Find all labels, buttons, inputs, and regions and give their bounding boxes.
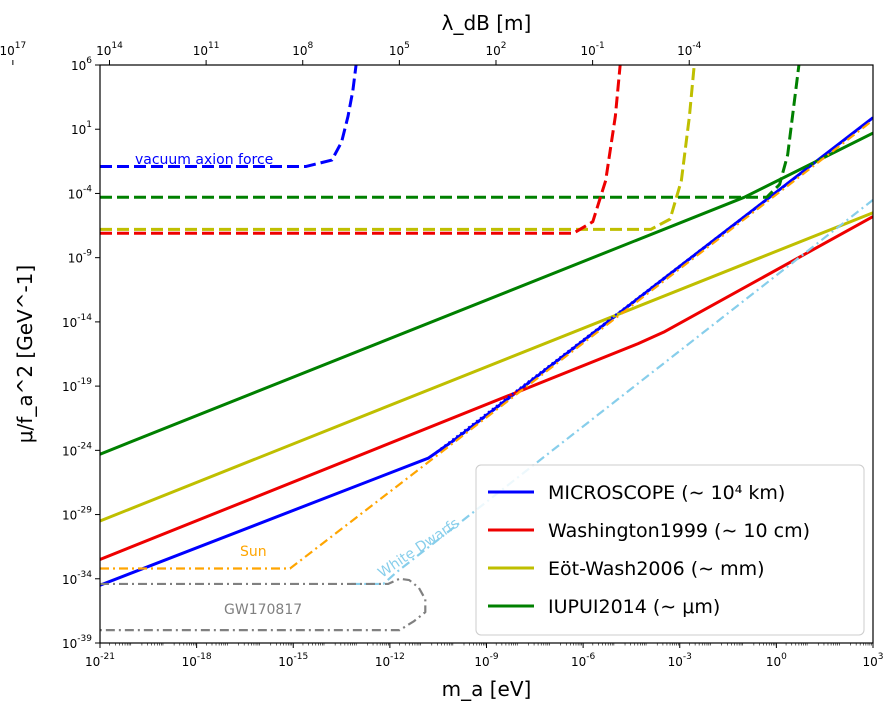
top-tick-label: 1014 [96, 41, 123, 58]
top-tick-label: 1011 [193, 41, 220, 58]
annotation-white-dwarfs: White Dwarfs [375, 516, 462, 582]
series-e-t-wash2006 [100, 211, 873, 523]
top-tick-label: 108 [292, 41, 313, 58]
top-tick-label: 10-4 [677, 41, 702, 58]
annotation-sun: Sun [240, 544, 267, 560]
y-axis-title: μ/f_a^2 [GeV^-1] [13, 265, 37, 443]
top-axis-title: λ_dB [m] [442, 11, 532, 35]
y-tick-label: 10-4 [68, 184, 93, 201]
series-layer [100, 65, 873, 632]
series-gw170817 [100, 577, 427, 632]
x-tick-label: 10-15 [278, 652, 308, 669]
legend-entry: Eöt-Wash2006 (∼ mm) [548, 558, 765, 580]
legend-entry: MICROSCOPE (∼ 10⁴ km) [548, 482, 785, 504]
x-tick-label: 10-9 [474, 652, 499, 669]
series-white-dwarfs [351, 199, 873, 586]
x-tick-label: 103 [862, 652, 883, 669]
y-tick-label: 10-24 [62, 441, 92, 458]
series-washington1999 [100, 215, 873, 561]
y-tick-label: 10-29 [62, 506, 92, 523]
axis-layer: 10-21 10-18 10-15 10-12 10-9 10-6 10-3 100 103 10… [0, 11, 884, 701]
top-tick-label: 1017 [0, 41, 26, 58]
y-tick-label: 101 [71, 120, 92, 137]
series-iupui2014 [100, 131, 873, 456]
x-tick-label: 100 [766, 652, 787, 669]
series-sun [100, 119, 873, 570]
series-washington1999-vacuum [100, 65, 622, 235]
series-microscope-projection [427, 116, 873, 459]
legend-box [475, 464, 865, 636]
top-tick-label: 102 [485, 41, 506, 58]
x-tick-label: 10-6 [571, 652, 596, 669]
series-iupui2014-vacuum [100, 65, 801, 199]
y-tick-label: 10-9 [68, 249, 93, 266]
y-tick-label: 10-39 [62, 634, 92, 651]
x-tick-label: 10-21 [85, 652, 115, 669]
x-tick-label: 10-18 [182, 652, 212, 669]
x-tick-label: 10-3 [668, 652, 692, 669]
y-tick-label: 10-14 [62, 313, 92, 330]
series-e-t-wash2006-vacuum [100, 65, 696, 231]
y-tick-label: 10-34 [62, 570, 92, 587]
series-vacuum-axion-force [100, 65, 358, 168]
annotation-gw: GW170817 [224, 602, 302, 618]
y-tick-label: 10-19 [62, 377, 92, 394]
y-tick-label: 106 [71, 56, 92, 73]
annotation-layer: vacuum axion force Sun White Dwarfs GW17081… [135, 152, 462, 618]
legend: MICROSCOPE (∼ 10⁴ km) Washington1999 (∼ 1… [475, 464, 865, 636]
top-tick-label: 10-1 [580, 41, 604, 58]
legend-entry: Washington1999 (∼ 10 cm) [548, 520, 810, 542]
x-axis-title: m_a [eV] [442, 677, 532, 701]
legend-entry: IUPUI2014 (∼ μm) [548, 596, 720, 618]
x-tick-label: 10-12 [375, 652, 405, 669]
top-tick-label: 105 [389, 41, 410, 58]
annotation-vacuum: vacuum axion force [135, 152, 273, 168]
